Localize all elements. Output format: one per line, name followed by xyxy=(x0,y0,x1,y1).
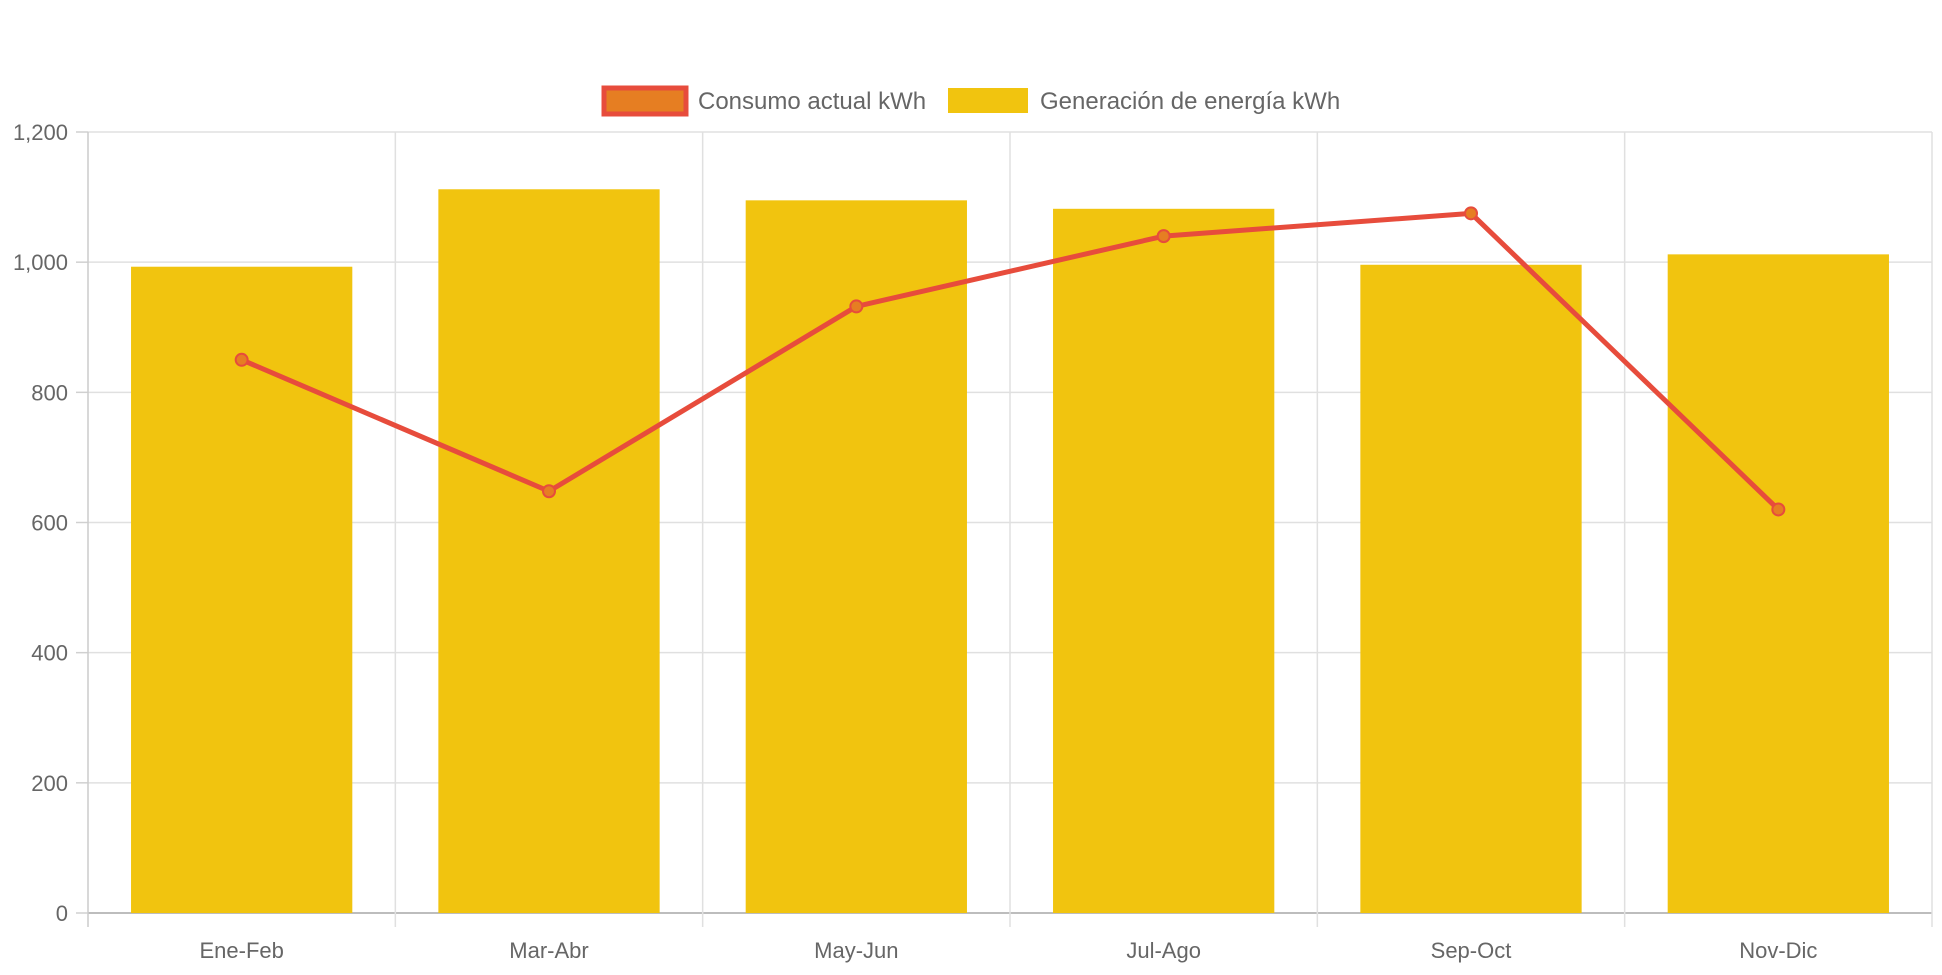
legend-label-consumo: Consumo actual kWh xyxy=(698,88,926,115)
legend: Consumo actual kWh Generación de energía… xyxy=(601,85,1340,117)
y-tick-label: 400 xyxy=(31,641,68,666)
y-tick-label: 1,000 xyxy=(13,250,68,275)
bar-generacion[interactable] xyxy=(1667,254,1889,913)
y-tick-label: 600 xyxy=(31,511,68,536)
point-consumo[interactable] xyxy=(1156,229,1171,244)
point-consumo[interactable] xyxy=(1771,502,1786,517)
y-tick-label: 800 xyxy=(31,380,68,405)
x-tick-label: Mar-Abr xyxy=(509,938,588,963)
y-tick-label: 0 xyxy=(56,901,68,926)
bar-series xyxy=(131,189,1889,914)
x-tick-label: Sep-Oct xyxy=(1431,938,1512,963)
legend-item-generacion[interactable]: Generación de energía kWh xyxy=(948,88,1340,115)
point-consumo[interactable] xyxy=(849,299,864,314)
grid xyxy=(76,131,1933,927)
bar-generacion[interactable] xyxy=(1360,264,1582,913)
x-tick-label: May-Jun xyxy=(814,938,898,963)
x-tick-label: Nov-Dic xyxy=(1739,938,1817,963)
line-consumo[interactable] xyxy=(240,210,1781,512)
y-tick-label: 1,200 xyxy=(13,120,68,145)
legend-swatch-consumo xyxy=(601,85,689,117)
bar-generacion[interactable] xyxy=(131,266,353,913)
x-tick-label: Ene-Feb xyxy=(199,938,283,963)
legend-item-consumo[interactable]: Consumo actual kWh xyxy=(601,85,926,117)
axes: 0 200 400 600 800 1,000 1,200 Ene-Feb Mar-Abr May… xyxy=(13,120,1818,963)
bar-generacion[interactable] xyxy=(745,200,967,913)
point-consumo[interactable] xyxy=(1464,206,1478,221)
point-consumo[interactable] xyxy=(234,352,249,367)
y-tick-label: 200 xyxy=(31,771,68,796)
bar-generacion[interactable] xyxy=(1053,208,1275,913)
bar-generacion[interactable] xyxy=(438,189,660,914)
x-tick-label: Jul-Ago xyxy=(1126,938,1201,963)
point-consumo[interactable] xyxy=(542,484,556,499)
line-series xyxy=(234,206,1786,517)
legend-label-generacion: Generación de energía kWh xyxy=(1040,88,1340,115)
legend-swatch-generacion xyxy=(948,88,1028,113)
